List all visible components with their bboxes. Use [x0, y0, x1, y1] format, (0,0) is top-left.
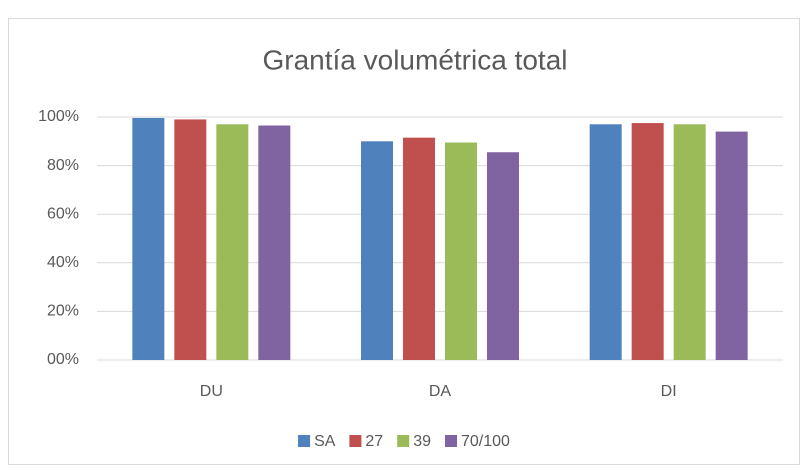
y-tick-label: 100% — [38, 108, 79, 125]
bar — [258, 125, 291, 360]
y-tick-label: 40% — [47, 254, 79, 271]
bar — [216, 124, 249, 360]
legend-label: SA — [314, 433, 336, 450]
bar — [673, 124, 706, 360]
bar — [589, 124, 622, 360]
legend-swatch — [445, 435, 457, 447]
bar — [174, 119, 207, 361]
legend-swatch — [298, 435, 311, 447]
bar — [487, 152, 519, 360]
legend-label: 27 — [365, 433, 383, 450]
bar — [715, 131, 748, 360]
y-tick-label: 00% — [47, 351, 79, 368]
legend-label: 39 — [413, 433, 431, 450]
bar — [445, 142, 477, 360]
bar — [631, 123, 664, 360]
x-tick-label: DU — [200, 383, 223, 400]
bar — [132, 117, 165, 360]
chart-title: Grantía volumétrica total — [262, 44, 567, 75]
legend-swatch — [349, 435, 362, 447]
x-tick-label: DI — [661, 383, 677, 400]
y-tick-label: 60% — [47, 205, 79, 222]
legend-swatch — [397, 435, 410, 447]
x-tick-label: DA — [429, 383, 452, 400]
bar — [403, 137, 435, 360]
y-tick-label: 20% — [47, 303, 79, 320]
bar — [361, 141, 393, 360]
y-tick-label: 80% — [47, 157, 79, 174]
legend-label: 70/100 — [461, 433, 510, 450]
